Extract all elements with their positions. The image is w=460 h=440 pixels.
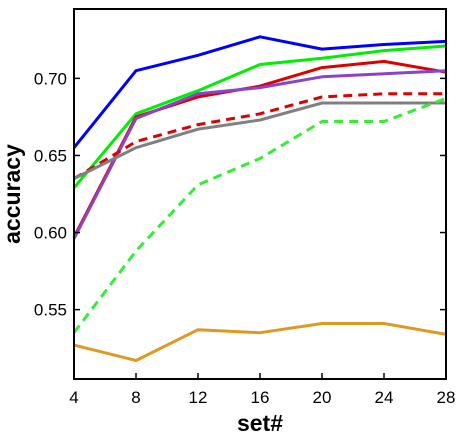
y-tick-label: 0.65: [34, 146, 67, 165]
x-tick-label: 8: [131, 388, 140, 407]
y-tick-label: 0.60: [34, 224, 67, 243]
series-line-4: [72, 69, 447, 240]
x-tick-label: 16: [251, 388, 270, 407]
y-axis-title: accuracy: [0, 144, 25, 244]
x-axis-title: set#: [237, 410, 283, 436]
series-line-8: [73, 322, 447, 362]
x-tick-label: 4: [69, 388, 78, 407]
series-line-5: [73, 92, 446, 180]
series-layer: [72, 35, 447, 362]
series-line-7: [72, 96, 447, 334]
y-tick-label: 0.55: [34, 301, 67, 320]
x-tick-label: 20: [313, 388, 332, 407]
x-tick-label: 12: [189, 388, 208, 407]
axes-layer: 4 8 12 16 20 24 28 0.55 0.60 0.65 0.70: [34, 69, 456, 407]
y-tick-label: 0.70: [34, 69, 67, 88]
x-tick-label: 28: [437, 388, 456, 407]
series-line-6: [73, 101, 446, 180]
x-tick-label: 24: [375, 388, 394, 407]
series-line-2: [72, 44, 447, 189]
series-line-1: [72, 35, 447, 149]
